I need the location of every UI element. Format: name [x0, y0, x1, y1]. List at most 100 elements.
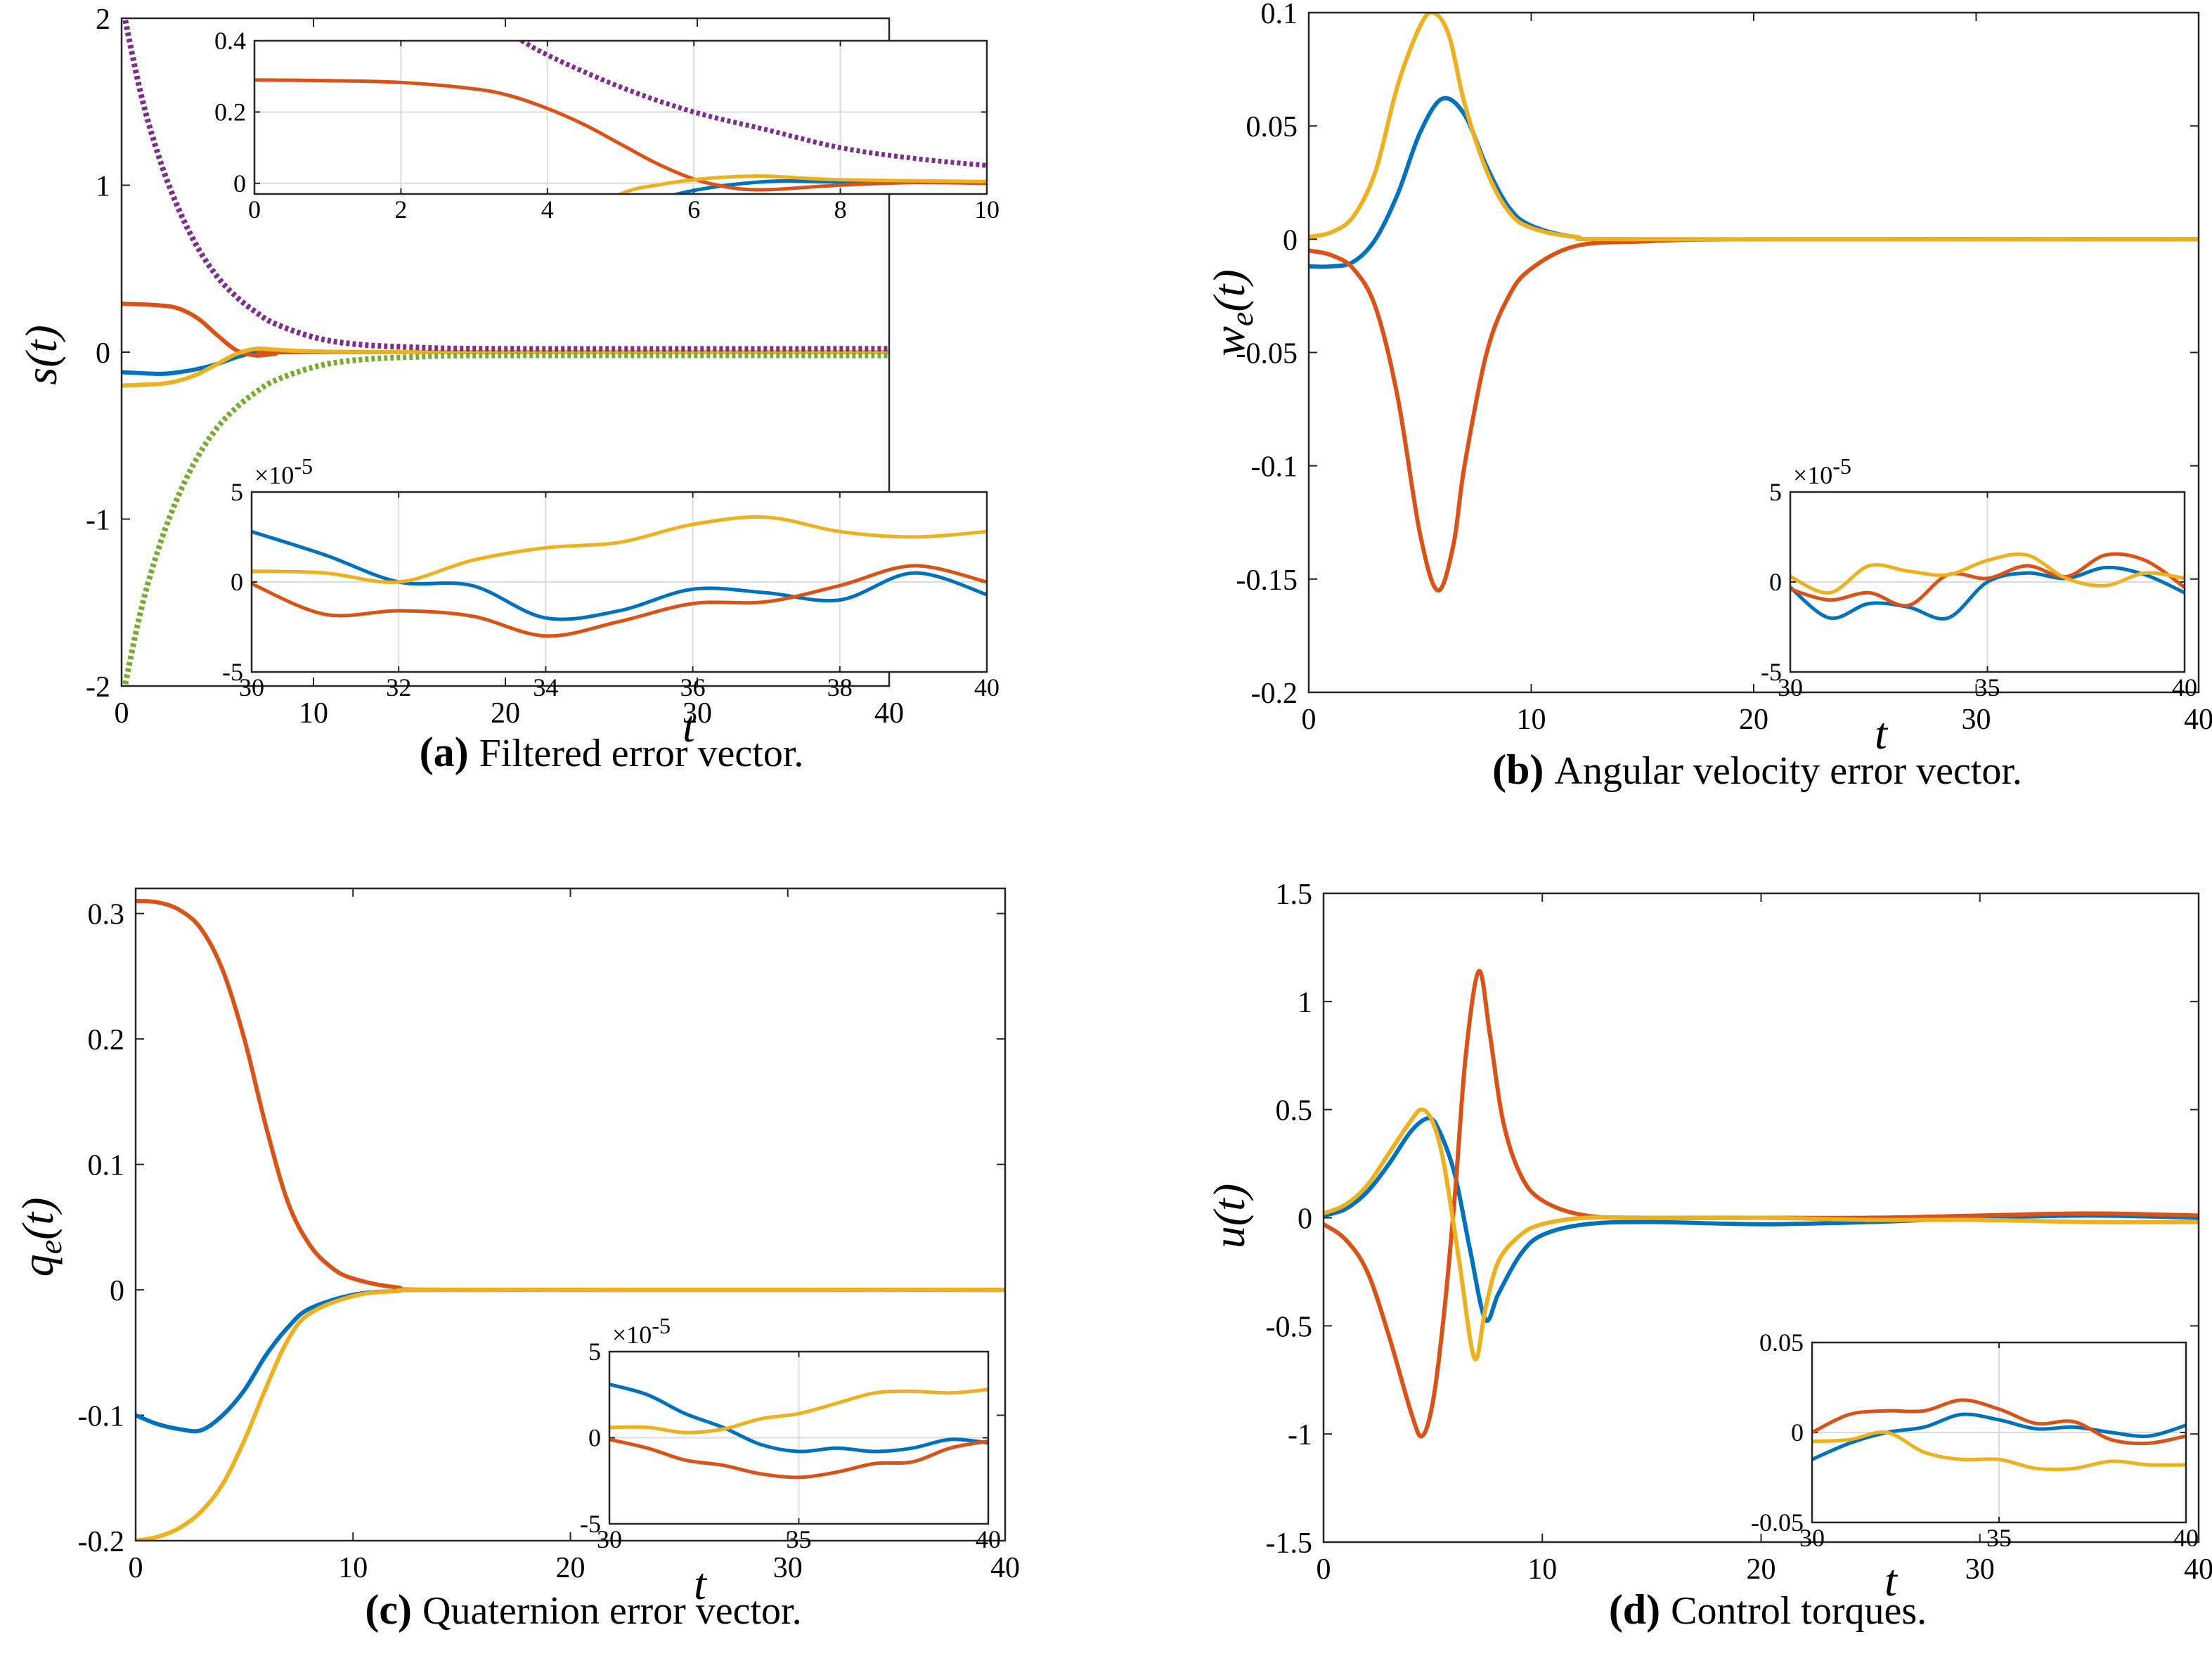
panel-b: 0 10 20 30 40 -0.2 -0.15 -0.1 -0.05 0 0.05 0.1 30 35 4… — [1204, 0, 2212, 793]
series-line-we3 — [1309, 13, 2199, 242]
inset-axes: 30 35 40 -0.05 0 0.05 — [1751, 1328, 2199, 1552]
series-line-we1 — [1790, 565, 2185, 621]
x-tick-label: 0 — [1317, 1553, 1331, 1586]
x-tick-label: 40 — [990, 1552, 1020, 1584]
series-line-upper-bound — [517, 41, 987, 168]
y-tick-label: 0 — [96, 337, 110, 370]
x-tick-label: 10 — [299, 697, 328, 730]
caption-text: Control torques. — [1671, 1589, 1927, 1633]
exponent-label: ×10-5 — [1793, 453, 1851, 489]
x-tick-label: 34 — [533, 673, 558, 701]
x-tick-label: 35 — [1975, 673, 2000, 701]
caption-tag: (c) — [365, 1586, 422, 1633]
x-tick-label: 36 — [680, 673, 706, 701]
y-axis-label: s(t) — [16, 325, 66, 384]
series-line-qe2 — [609, 1437, 988, 1480]
y-tick-label: -1.5 — [1266, 1527, 1313, 1560]
y-tick-label: 0.2 — [214, 98, 246, 126]
exponent-base: ×10 — [254, 461, 294, 489]
y-tick-label: -2 — [86, 671, 110, 704]
y-tick-label: 1 — [1298, 987, 1312, 1019]
series-line-u3 — [1812, 1430, 2186, 1472]
series-line-we3 — [1790, 552, 2185, 595]
x-tick-label: 20 — [491, 697, 520, 730]
y-tick-label: 0 — [233, 169, 246, 198]
series-line-s2 — [254, 78, 987, 192]
series-line-u2 — [1812, 1398, 2186, 1446]
y-tick-label: 1 — [96, 171, 110, 203]
x-tick-label: 0 — [248, 195, 261, 224]
y-tick-label: 0.5 — [1276, 1095, 1313, 1127]
panel-caption: (a) Filtered error vector. — [420, 729, 804, 775]
y-tick-label: -0.15 — [1236, 564, 1298, 597]
y-tick-label: 0 — [1298, 1203, 1312, 1236]
y-tick-label: 5 — [1769, 478, 1782, 506]
series-line-qe3 — [609, 1387, 988, 1435]
y-tick-label: -1 — [1288, 1419, 1312, 1451]
y-axis-label: qe(t) — [13, 1198, 68, 1277]
y-label-arg: (t) — [13, 1198, 63, 1240]
series-group — [122, 18, 889, 686]
series-line-s3 — [122, 346, 889, 388]
x-tick-label: 40 — [2184, 1553, 2212, 1586]
series-line-s2 — [252, 564, 987, 638]
y-tick-label: 0.3 — [88, 899, 125, 931]
series-group — [254, 41, 987, 194]
x-tick-label: 30 — [597, 1525, 622, 1553]
x-tick-label: 10 — [1527, 1553, 1557, 1586]
series-group — [252, 515, 987, 638]
x-tick-label: 20 — [1747, 1553, 1776, 1586]
inset-axes: 30 35 40-505×10-5 — [1761, 453, 2197, 701]
x-tick-label: 30 — [773, 1552, 803, 1584]
exponent-power: -5 — [294, 453, 313, 479]
x-tick-label: 2 — [394, 195, 407, 224]
y-label-sub: e — [1224, 312, 1260, 326]
exponent-base: ×10 — [612, 1321, 652, 1349]
x-tick-label: 32 — [386, 673, 411, 701]
series-line-s1 — [670, 179, 987, 194]
caption-tag: (a) — [420, 729, 479, 775]
x-tick-label: 38 — [827, 673, 853, 701]
caption-tag: (b) — [1492, 746, 1554, 793]
y-tick-label: -0.05 — [1236, 338, 1298, 370]
y-tick-label: -5 — [222, 658, 243, 686]
series-line-lower-bound — [122, 352, 889, 686]
series-group — [1790, 552, 2185, 621]
y-tick-label: 0 — [1283, 224, 1298, 257]
series-line-u2 — [1324, 969, 2199, 1439]
caption-text: Filtered error vector. — [479, 732, 804, 775]
series-line-s1 — [252, 529, 987, 621]
caption-text: Angular velocity error vector. — [1554, 749, 2022, 793]
y-label-main: w — [1204, 326, 1254, 356]
y-tick-label: 0 — [231, 568, 243, 596]
x-axis-label: t — [1875, 708, 1889, 758]
x-tick-label: 40 — [2184, 704, 2212, 736]
exponent-power: -5 — [652, 1313, 671, 1338]
panel-d: 0 10 20 30 40-1.5-1-0.500.511.530 35 40-0.0500… — [1204, 879, 2212, 1633]
y-tick-label: 0 — [588, 1424, 601, 1452]
series-line-we2 — [1790, 552, 2185, 608]
y-tick-label: -1 — [86, 505, 110, 537]
y-axis-label: u(t) — [1204, 1184, 1254, 1248]
series-line-qe3 — [136, 1287, 1005, 1541]
axes-border — [253, 39, 988, 195]
inset-axes: 0 2 4 6 8 10 0 0.2 0.4 — [214, 27, 1000, 224]
series-line-qe1 — [609, 1383, 988, 1454]
x-tick-label: 0 — [1302, 704, 1317, 736]
y-tick-label: -0.2 — [1251, 678, 1298, 710]
axes-border — [1322, 892, 2200, 1544]
inset-axes: 30 35 40-505×10-5 — [580, 1313, 1001, 1553]
y-tick-label: 0.1 — [1261, 0, 1298, 30]
series-group — [1309, 13, 2199, 593]
plot-area — [254, 41, 987, 194]
exponent-power: -5 — [1832, 453, 1851, 479]
axes-border — [608, 1350, 990, 1525]
y-label-main: q — [13, 1254, 63, 1276]
y-tick-label: -0.2 — [78, 1526, 125, 1558]
x-axis-label: t — [1884, 1555, 1899, 1605]
y-label-sub: e — [32, 1240, 68, 1254]
exponent-label: ×10-5 — [612, 1313, 671, 1349]
y-tick-label: -5 — [1761, 658, 1782, 686]
